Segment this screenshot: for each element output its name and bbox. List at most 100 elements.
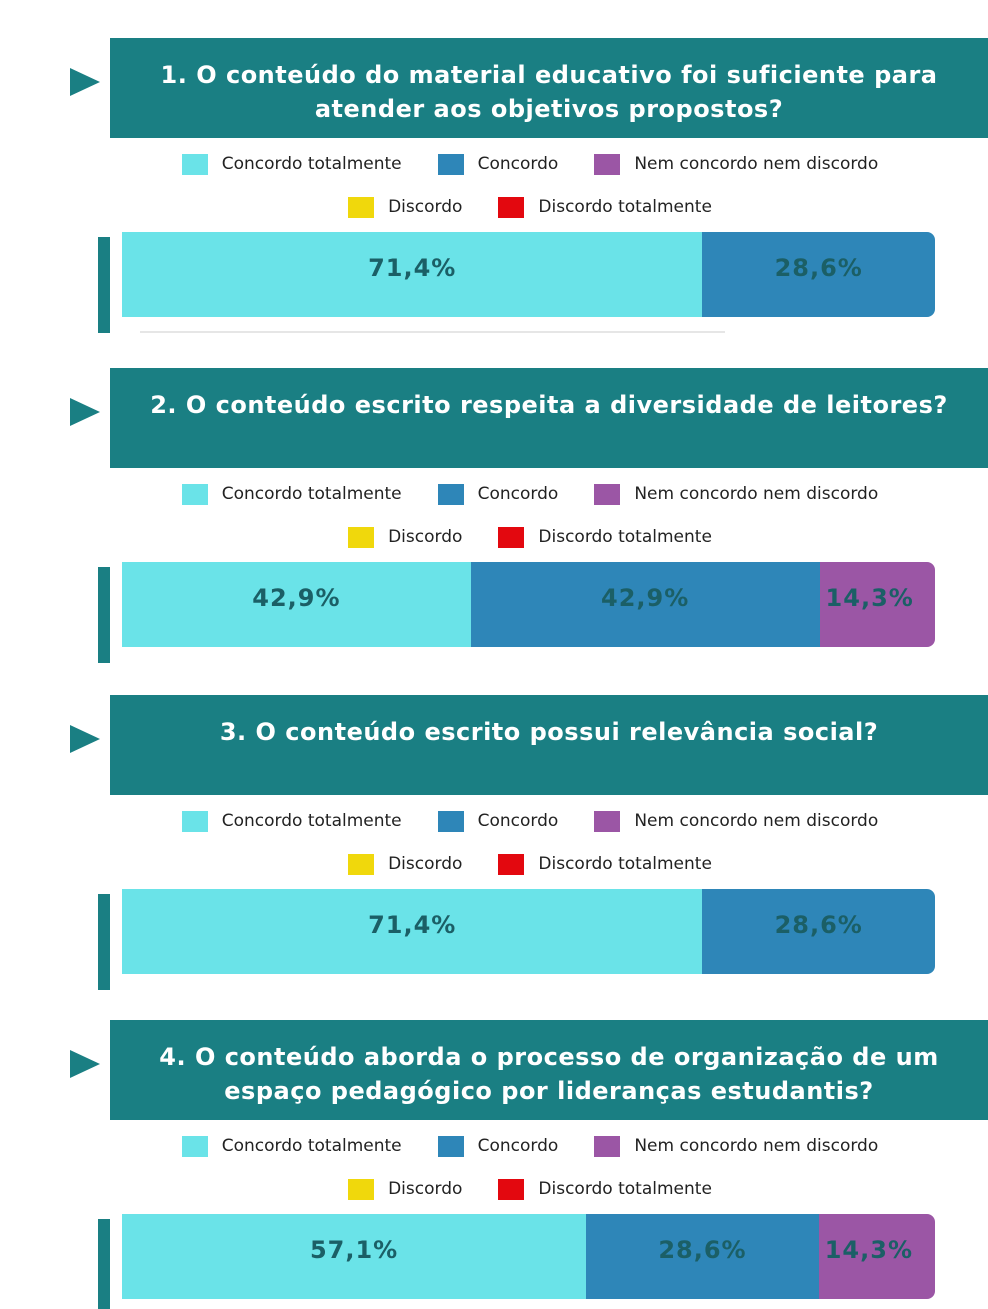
legend-item: Concordo totalmente bbox=[181, 151, 402, 177]
bar-segment bbox=[122, 232, 703, 317]
legend-item: Concordo totalmente bbox=[181, 1133, 402, 1159]
legend: Discordo Discordo totalmente bbox=[110, 194, 950, 220]
legend-item: Discordo totalmente bbox=[498, 524, 712, 550]
data-label: 28,6% bbox=[658, 1236, 747, 1264]
legend-label: Concordo bbox=[477, 1136, 559, 1156]
legend-item: Nem concordo nem discordo bbox=[594, 151, 878, 177]
legend-item: Discordo bbox=[348, 851, 462, 877]
data-label: 71,4% bbox=[368, 254, 457, 282]
legend-swatch bbox=[498, 853, 525, 875]
legend-label: Discordo bbox=[388, 197, 463, 217]
bar-segment bbox=[122, 562, 471, 647]
legend-swatch bbox=[181, 1135, 208, 1157]
legend-swatch bbox=[181, 153, 208, 175]
legend-swatch bbox=[348, 1178, 375, 1200]
legend-swatch bbox=[348, 526, 375, 548]
legend-swatch bbox=[437, 1135, 464, 1157]
legend-item: Discordo totalmente bbox=[498, 851, 712, 877]
bar-segment bbox=[586, 1214, 819, 1299]
legend-swatch bbox=[348, 853, 375, 875]
legend-item: Discordo bbox=[348, 524, 462, 550]
arrow-icon bbox=[70, 68, 100, 96]
legend-item: Discordo bbox=[348, 194, 462, 220]
legend: Concordo totalmente Concordo Nem concordo … bbox=[110, 151, 950, 177]
legend: Discordo Discordo totalmente bbox=[110, 851, 950, 877]
legend-item: Concordo bbox=[437, 808, 559, 834]
chart-title: 4. O conteúdo aborda o processo de organ… bbox=[110, 1020, 988, 1120]
bar-segment bbox=[819, 562, 935, 647]
data-label: 42,9% bbox=[252, 584, 341, 612]
bar-track: 71,4% 28,6% bbox=[122, 232, 935, 317]
bar-segment bbox=[122, 889, 703, 974]
side-bar bbox=[98, 894, 110, 990]
legend-swatch bbox=[594, 153, 621, 175]
bar-track: 71,4% 28,6% bbox=[122, 889, 935, 974]
bar-track: 57,1% 28,6% 14,3% bbox=[122, 1214, 935, 1299]
legend-swatch bbox=[594, 1135, 621, 1157]
legend-label: Nem concordo nem discordo bbox=[634, 811, 879, 831]
legend-item: Concordo bbox=[437, 1133, 559, 1159]
legend-label: Discordo totalmente bbox=[538, 1179, 712, 1199]
bar-segment bbox=[470, 562, 820, 647]
legend-label: Nem concordo nem discordo bbox=[634, 1136, 879, 1156]
legend: Discordo Discordo totalmente bbox=[110, 1176, 950, 1202]
bar-segment bbox=[122, 1214, 587, 1299]
legend: Concordo totalmente Concordo Nem concordo … bbox=[110, 808, 950, 834]
legend-label: Discordo bbox=[388, 527, 463, 547]
legend-item: Concordo bbox=[437, 481, 559, 507]
bar-segment bbox=[702, 889, 935, 974]
data-label: 42,9% bbox=[601, 584, 690, 612]
legend-label: Concordo totalmente bbox=[221, 154, 402, 174]
legend-label: Discordo totalmente bbox=[538, 527, 712, 547]
legend-swatch bbox=[348, 196, 375, 218]
side-bar bbox=[98, 237, 110, 333]
legend-swatch bbox=[498, 196, 525, 218]
legend-swatch bbox=[181, 810, 208, 832]
legend-swatch bbox=[498, 1178, 525, 1200]
legend: Discordo Discordo totalmente bbox=[110, 524, 950, 550]
arrow-icon bbox=[70, 398, 100, 426]
legend-swatch bbox=[498, 526, 525, 548]
legend-label: Discordo totalmente bbox=[538, 197, 712, 217]
data-label: 71,4% bbox=[368, 911, 457, 939]
legend-item: Concordo bbox=[437, 151, 559, 177]
legend-item: Discordo totalmente bbox=[498, 194, 712, 220]
legend-swatch bbox=[437, 810, 464, 832]
chart-title: 2. O conteúdo escrito respeita a diversi… bbox=[110, 368, 988, 468]
legend-label: Concordo bbox=[477, 154, 559, 174]
legend-swatch bbox=[594, 483, 621, 505]
legend-swatch bbox=[437, 483, 464, 505]
legend-label: Discordo bbox=[388, 1179, 463, 1199]
legend-label: Nem concordo nem discordo bbox=[634, 154, 879, 174]
data-label: 28,6% bbox=[774, 911, 863, 939]
bar-segment bbox=[702, 232, 935, 317]
legend-label: Discordo totalmente bbox=[538, 854, 712, 874]
bar-track: 42,9% 42,9% 14,3% bbox=[122, 562, 935, 647]
legend-item: Discordo bbox=[348, 1176, 462, 1202]
legend-item: Discordo totalmente bbox=[498, 1176, 712, 1202]
legend-swatch bbox=[594, 810, 621, 832]
chart-title: 3. O conteúdo escrito possui relevância … bbox=[110, 695, 988, 795]
data-label: 28,6% bbox=[774, 254, 863, 282]
divider bbox=[140, 331, 725, 333]
legend-label: Nem concordo nem discordo bbox=[634, 484, 879, 504]
side-bar bbox=[98, 567, 110, 663]
arrow-icon bbox=[70, 1050, 100, 1078]
legend-item: Concordo totalmente bbox=[181, 481, 402, 507]
legend-item: Concordo totalmente bbox=[181, 808, 402, 834]
legend-swatch bbox=[437, 153, 464, 175]
legend-label: Concordo bbox=[477, 484, 559, 504]
legend-item: Nem concordo nem discordo bbox=[594, 808, 878, 834]
legend: Concordo totalmente Concordo Nem concordo … bbox=[110, 481, 950, 507]
data-label: 14,3% bbox=[825, 584, 914, 612]
legend-label: Concordo totalmente bbox=[221, 811, 402, 831]
legend: Concordo totalmente Concordo Nem concordo … bbox=[110, 1133, 950, 1159]
legend-swatch bbox=[181, 483, 208, 505]
legend-label: Concordo totalmente bbox=[221, 1136, 402, 1156]
legend-label: Concordo bbox=[477, 811, 559, 831]
data-label: 14,3% bbox=[824, 1236, 913, 1264]
legend-label: Discordo bbox=[388, 854, 463, 874]
legend-item: Nem concordo nem discordo bbox=[594, 481, 878, 507]
chart-title: 1. O conteúdo do material educativo foi … bbox=[110, 38, 988, 138]
